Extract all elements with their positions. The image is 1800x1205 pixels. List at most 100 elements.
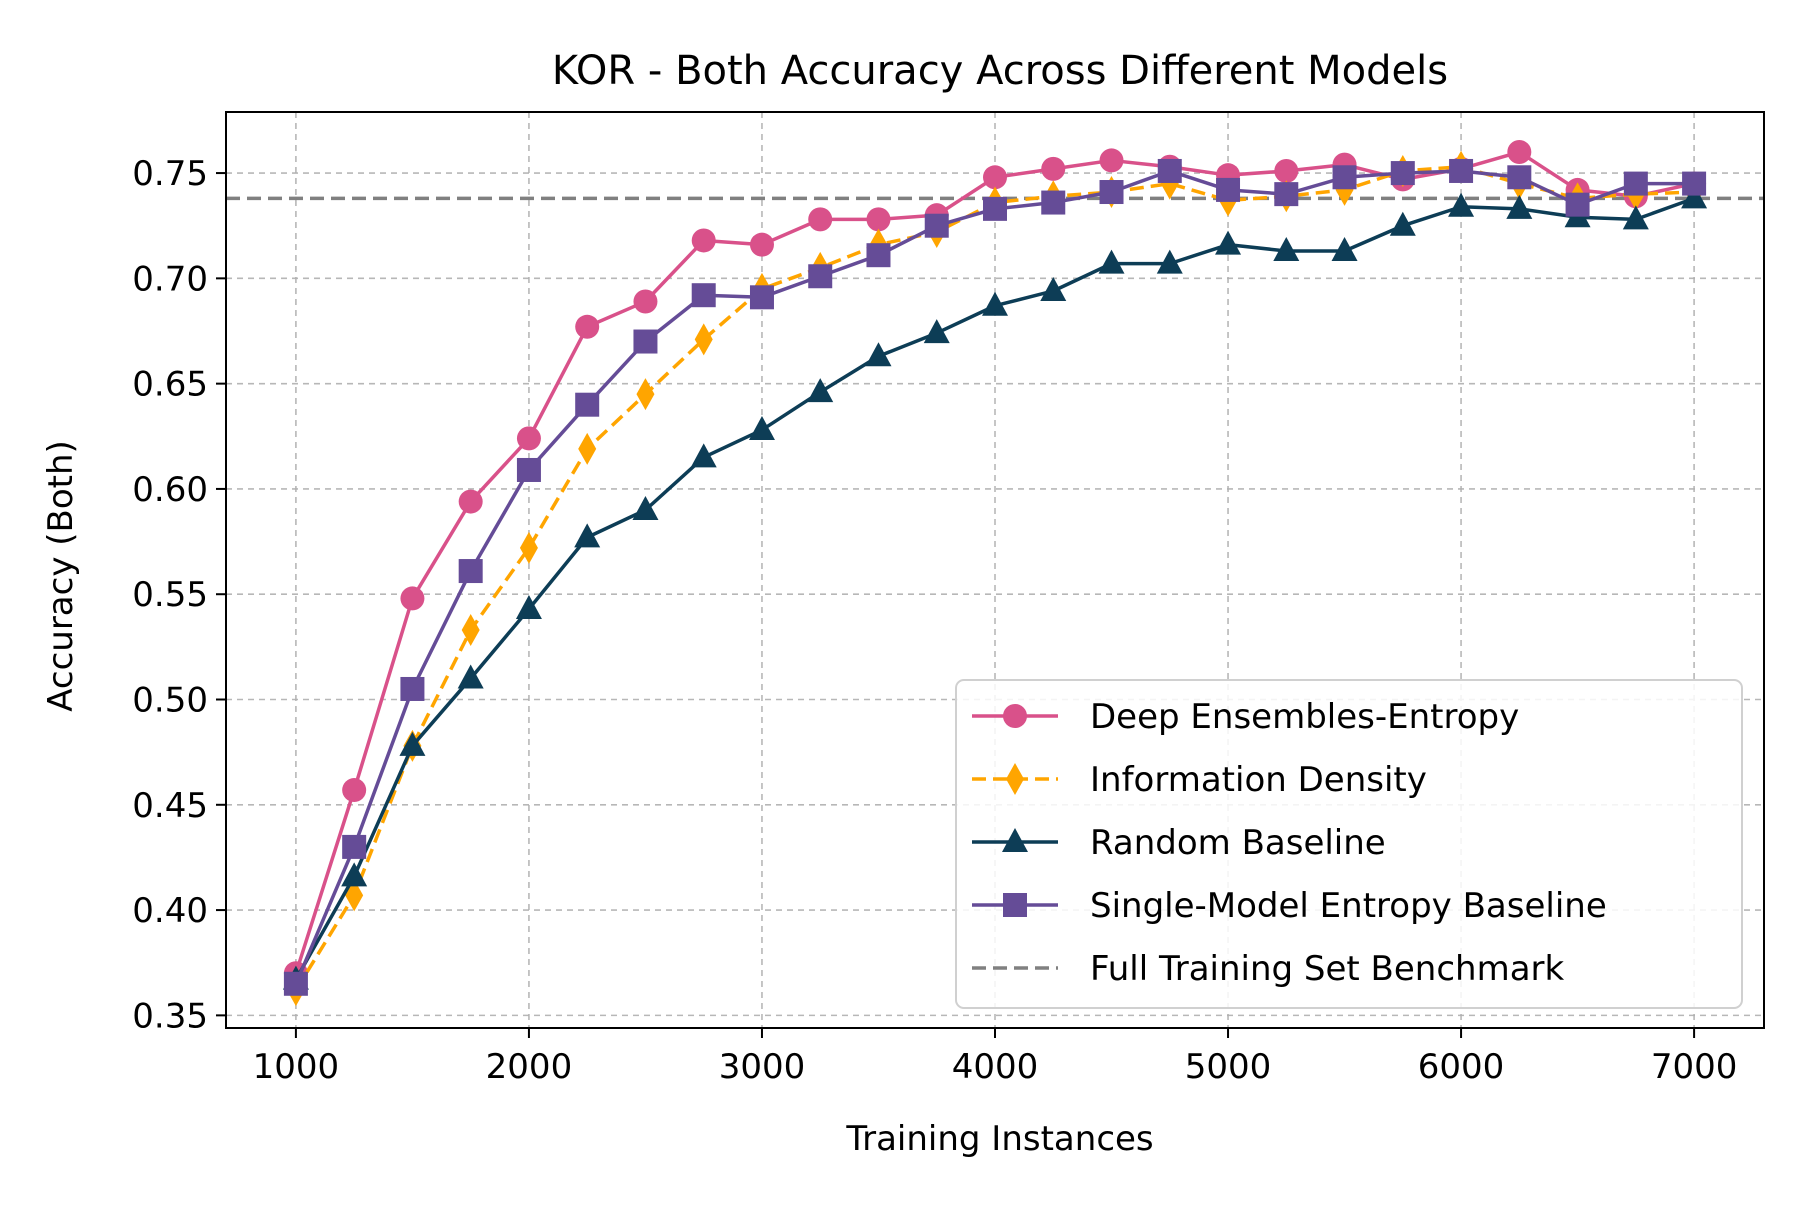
data-point: [1565, 192, 1590, 217]
data-point: [458, 489, 483, 514]
data-point: [866, 243, 891, 268]
legend-label: Random Baseline: [1090, 823, 1386, 863]
x-tick-label: 3000: [719, 1047, 806, 1087]
y-tick-label: 0.55: [132, 575, 208, 615]
chart-title: KOR - Both Accuracy Across Different Mod…: [552, 48, 1448, 94]
data-point: [575, 392, 600, 417]
x-tick-label: 4000: [952, 1047, 1039, 1087]
data-point: [578, 432, 597, 465]
y-tick-label: 0.60: [132, 470, 208, 510]
data-point: [923, 319, 950, 344]
data-point: [1274, 182, 1299, 207]
data-point: [1682, 171, 1707, 196]
data-point: [516, 426, 541, 451]
legend-label: Deep Ensembles-Entropy: [1090, 697, 1519, 737]
x-tick-label: 1000: [253, 1047, 340, 1087]
data-point: [516, 457, 541, 482]
legend-swatch-marker: [1006, 763, 1024, 795]
data-point: [341, 862, 368, 887]
data-point: [515, 594, 542, 619]
data-point: [633, 289, 658, 314]
x-tick-label: 7000: [1651, 1047, 1738, 1087]
data-point: [1099, 180, 1124, 205]
data-point: [983, 196, 1007, 221]
data-point: [691, 283, 716, 308]
data-point: [1098, 249, 1125, 274]
legend-label: Single-Model Entropy Baseline: [1090, 886, 1607, 926]
data-point: [1040, 276, 1067, 301]
data-point: [1041, 156, 1066, 181]
series-3: [283, 158, 1707, 996]
data-point: [1332, 165, 1357, 190]
x-tick-label: 5000: [1185, 1047, 1272, 1087]
data-point: [866, 207, 891, 232]
data-point: [1622, 205, 1649, 230]
legend-swatch-marker: [1003, 704, 1027, 728]
y-tick-label: 0.65: [132, 365, 208, 405]
legend-box: [955, 679, 1743, 1009]
data-point: [1041, 190, 1066, 215]
x-tick-label: 2000: [486, 1047, 573, 1087]
data-point: [690, 443, 717, 468]
data-point: [574, 523, 601, 548]
data-point: [1274, 158, 1299, 183]
data-point: [1507, 140, 1532, 165]
data-point: [691, 228, 716, 253]
data-point: [808, 207, 833, 232]
data-point: [1156, 249, 1183, 274]
data-point: [519, 531, 538, 564]
data-point: [458, 559, 483, 584]
data-point: [575, 314, 600, 339]
data-point: [1273, 236, 1300, 261]
data-point: [342, 778, 367, 803]
data-point: [457, 664, 484, 689]
data-point: [1157, 158, 1182, 183]
y-tick-label: 0.50: [132, 681, 208, 721]
data-point: [694, 323, 713, 356]
axes: 1000 2000 3000 4000 5000 6000 7000 0.35 0.40 0.45…: [132, 154, 1737, 1087]
data-point: [1449, 158, 1474, 183]
data-point: [633, 329, 658, 354]
x-axis-label: Training Instances: [845, 1119, 1153, 1159]
data-point: [1506, 194, 1533, 219]
data-point: [1216, 177, 1241, 202]
data-point: [342, 834, 367, 859]
data-point: [283, 971, 308, 996]
y-tick-label: 0.70: [132, 259, 208, 299]
data-point: [400, 586, 425, 611]
data-point: [461, 614, 480, 647]
data-point: [632, 495, 659, 520]
data-point: [1507, 165, 1532, 190]
data-point: [1331, 236, 1358, 261]
data-point: [1215, 230, 1242, 255]
legend-swatch-marker: [1002, 828, 1028, 852]
y-tick-label: 0.40: [132, 891, 208, 931]
y-axis-label: Accuracy (Both): [41, 440, 81, 712]
data-point: [1389, 211, 1416, 236]
data-point: [924, 213, 949, 238]
data-point: [1623, 171, 1648, 196]
data-point: [1448, 192, 1475, 217]
x-tick-label: 6000: [1418, 1047, 1505, 1087]
data-point: [749, 285, 774, 310]
legend-label: Full Training Set Benchmark: [1090, 949, 1565, 989]
data-point: [1099, 148, 1124, 173]
y-tick-label: 0.75: [132, 154, 208, 194]
data-point: [749, 232, 774, 257]
y-tick-label: 0.45: [132, 786, 208, 826]
data-point: [748, 415, 775, 440]
legend: Deep Ensembles-Entropy Information Densit…: [955, 679, 1743, 1009]
series-layer: [282, 140, 1708, 1007]
data-point: [1681, 184, 1708, 209]
y-tick-label: 0.35: [132, 996, 208, 1036]
data-point: [636, 378, 655, 411]
legend-swatch-marker: [1003, 893, 1027, 917]
data-point: [1390, 161, 1415, 186]
data-point: [982, 291, 1008, 316]
legend-label: Information Density: [1090, 760, 1427, 800]
series-2: [282, 184, 1708, 990]
data-point: [808, 264, 833, 289]
data-point: [399, 731, 426, 756]
